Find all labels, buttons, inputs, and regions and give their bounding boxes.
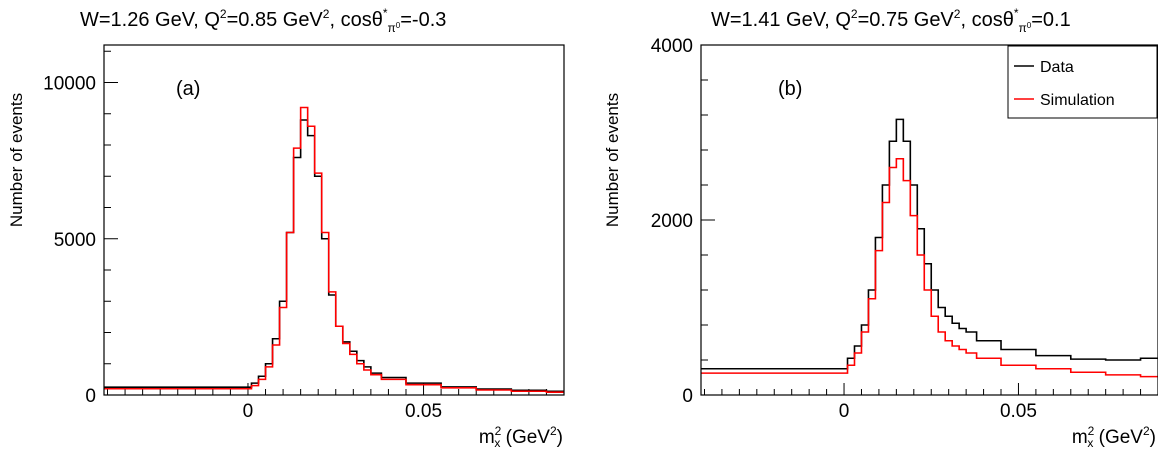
panel-b-ylabel: Number of events — [603, 93, 622, 227]
legend-label-data: Data — [1040, 59, 1074, 76]
panel-b-xtick-label: 0.05 — [1000, 401, 1037, 422]
panel-b: W=1.41 GeV, Q2=0.75 GeV2, cosθ*π0=0.1 Nu… — [603, 6, 1158, 450]
panel-b-ytick-label: 4000 — [651, 36, 693, 57]
panel-b-xlabel: m2 x (GeV2) — [1072, 424, 1156, 450]
legend-box — [1007, 45, 1158, 119]
panel-a-xtick-label: 0 — [243, 401, 254, 422]
panel-a-xlabel: m2 x (GeV2) — [479, 424, 563, 450]
panel-b-frame — [700, 44, 1158, 396]
panel-a-title: W=1.26 GeV, Q2=0.85 GeV2, cosθ*π0=-0.3 — [80, 6, 446, 35]
panel-a-ytick-label: 0 — [85, 386, 96, 407]
panel-b-title: W=1.41 GeV, Q2=0.75 GeV2, cosθ*π0=0.1 — [711, 6, 1071, 35]
panel-a-frame — [103, 44, 565, 396]
panel-b-ytick-label: 0 — [682, 386, 693, 407]
panel-b-series-data — [701, 118, 1158, 370]
panel-a-ytick-label: 10000 — [43, 74, 96, 95]
legend: Data Simulation — [1007, 45, 1158, 119]
panel-a-series-data — [104, 119, 564, 393]
panel-b-ytick-label: 2000 — [651, 211, 693, 232]
panel-a-ytick-label: 5000 — [54, 230, 96, 251]
panel-a-ylabel: Number of events — [7, 93, 26, 227]
panel-a-label: (a) — [176, 78, 200, 100]
panel-a: W=1.26 GeV, Q2=0.85 GeV2, cosθ*π0=-0.3 N… — [7, 6, 565, 450]
panel-a-xtick-label: 0.05 — [405, 401, 442, 422]
legend-label-simulation: Simulation — [1040, 92, 1115, 109]
panel-b-series-simulation — [701, 157, 1158, 378]
panel-b-xtick-label: 0 — [839, 401, 850, 422]
panel-a-series-simulation — [104, 106, 564, 393]
panel-b-label: (b) — [778, 78, 802, 100]
